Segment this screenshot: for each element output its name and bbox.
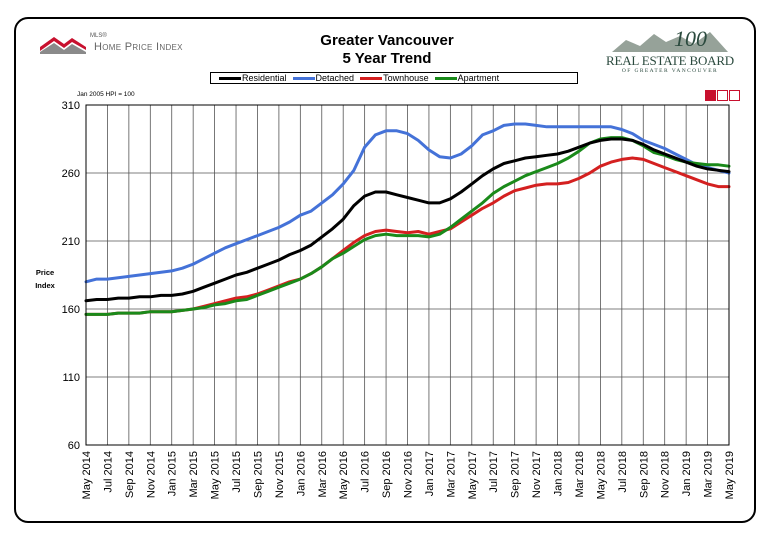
legend-label: Townhouse: [383, 73, 429, 83]
x-tick-label: Nov 2018: [660, 451, 672, 498]
x-tick-label: May 2016: [338, 451, 350, 499]
x-tick-label: Mar 2016: [317, 451, 329, 497]
x-tick-label: Jul 2015: [231, 451, 243, 493]
hpi-label: Home Price Index: [94, 40, 183, 53]
chart-frame: [14, 17, 756, 523]
mls-label: MLS®: [90, 33, 107, 39]
legend-item-residential: Residential: [219, 73, 287, 83]
y-tick-label: 260: [62, 168, 80, 180]
x-tick-label: Mar 2017: [445, 451, 457, 497]
x-tick-label: May 2018: [595, 451, 607, 499]
reb-gv-logo: 100 REAL ESTATE BOARD OF GREATER VANCOUV…: [606, 26, 734, 74]
chart-title: Greater Vancouver: [320, 32, 454, 49]
x-tick-label: May 2019: [724, 451, 736, 499]
chart-legend: Residential Detached Townhouse Apartment: [210, 72, 578, 84]
x-tick-label: Jan 2015: [167, 451, 179, 496]
svg-text:100: 100: [674, 26, 707, 51]
y-tick-label: 310: [62, 100, 80, 112]
x-tick-label: May 2017: [467, 451, 479, 499]
x-tick-label: Mar 2019: [703, 451, 715, 497]
legend-swatch: [434, 76, 457, 80]
badge-icon: [729, 90, 740, 101]
x-tick-label: May 2015: [210, 451, 222, 499]
y-tick-label: 60: [68, 440, 80, 452]
badge-icon: [717, 90, 728, 101]
legend-item-apartment: Apartment: [434, 73, 500, 83]
axes-layer: 60 110 160 210 260 310 May 2014 Jul 2014 Sep 201…: [62, 100, 736, 499]
x-tick-label: Jul 2018: [617, 451, 629, 493]
x-tick-label: Jan 2017: [424, 451, 436, 496]
x-tick-label: Sep 2018: [638, 451, 650, 498]
legend-item-townhouse: Townhouse: [360, 73, 429, 83]
x-tick-label: Jul 2016: [360, 451, 372, 493]
x-tick-label: Nov 2015: [274, 451, 286, 498]
x-tick-label: Mar 2018: [574, 451, 586, 497]
x-tick-label: Sep 2014: [124, 451, 136, 498]
series-layer: [84, 122, 731, 316]
legend-swatch: [292, 76, 315, 80]
board-region: OF GREATER VANCOUVER: [621, 68, 719, 74]
x-tick-label: Sep 2015: [252, 451, 264, 498]
legend-swatch: [360, 76, 383, 80]
legend-swatch: [219, 76, 241, 80]
y-axis-label: Price Index: [35, 268, 55, 290]
chart-subtitle: 5 Year Trend: [342, 50, 432, 67]
x-tick-label: May 2014: [81, 451, 93, 499]
x-tick-label: Jan 2016: [295, 451, 307, 496]
hpi-base-note: Jan 2005 HPI = 100: [77, 91, 135, 98]
legend-item-detached: Detached: [292, 73, 355, 83]
x-tick-label: Sep 2016: [381, 451, 393, 498]
y-tick-label: 210: [62, 236, 80, 248]
x-tick-label: Jul 2017: [488, 451, 500, 493]
x-tick-label: Nov 2016: [403, 451, 415, 498]
mls-hpi-logo: MLS® Home Price Index: [38, 33, 183, 55]
legend-label: Detached: [315, 73, 355, 83]
series-line-detached: [84, 122, 731, 284]
x-tick-label: Nov 2014: [145, 451, 157, 498]
skyline-100-icon: 100: [612, 26, 728, 52]
legend-label: Apartment: [457, 73, 500, 83]
y-tick-label: 110: [62, 372, 80, 384]
grid-layer: [85, 104, 730, 446]
badge-icon: [705, 90, 716, 101]
x-tick-label: Mar 2015: [188, 451, 200, 497]
x-tick-label: Sep 2017: [510, 451, 522, 498]
legend-label: Residential: [242, 73, 287, 83]
x-tick-label: Jan 2018: [553, 451, 565, 496]
series-line-residential: [84, 137, 731, 303]
y-tick-label: 160: [62, 304, 80, 316]
x-tick-label: Jan 2019: [681, 451, 693, 496]
plot-border: [85, 104, 730, 446]
x-tick-label: Nov 2017: [531, 451, 543, 498]
x-tick-label: Jul 2014: [102, 451, 114, 493]
board-badges: [705, 90, 740, 101]
house-roof-icon: [40, 37, 86, 54]
board-name: REAL ESTATE BOARD: [606, 53, 734, 68]
